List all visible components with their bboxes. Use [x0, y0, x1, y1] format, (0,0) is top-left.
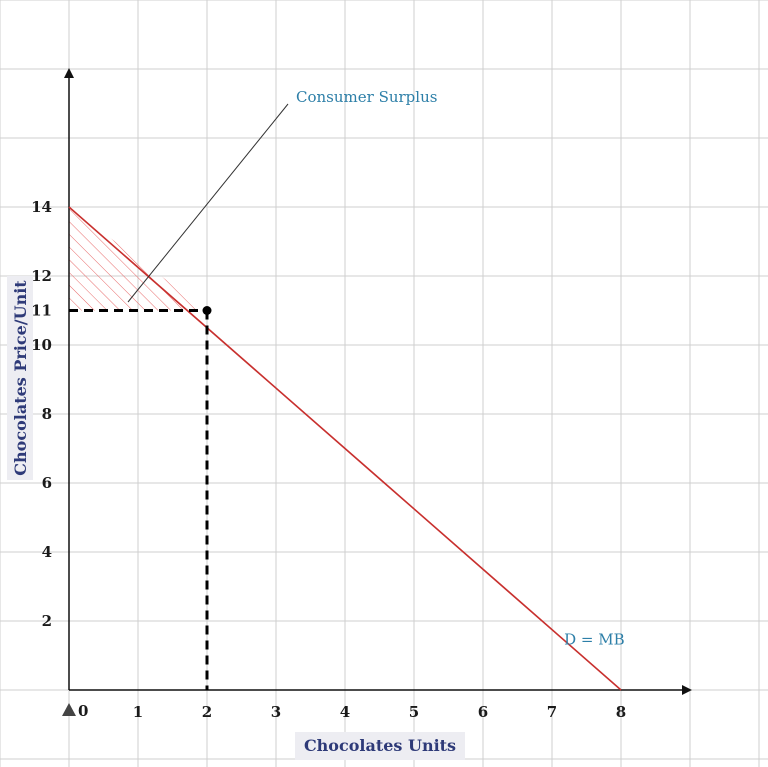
series-layer [68, 206, 622, 691]
x-tick-label: 7 [547, 703, 557, 721]
x-tick-label: 8 [616, 703, 626, 721]
y-tick-label: 8 [42, 405, 52, 423]
x-tick-label: 5 [409, 703, 419, 721]
x-axis-title-background [295, 732, 465, 760]
annotations: Consumer Surplus D = MB [127, 88, 625, 648]
x-tick-label: 6 [478, 703, 488, 721]
y-axis-title: Chocolates Price/Unit [11, 280, 30, 476]
x-tick-label: 0 [78, 702, 88, 720]
axes [62, 68, 692, 716]
x-tick-label: 2 [202, 703, 212, 721]
x-tick-label: 4 [340, 703, 350, 721]
x-tick-label: 1 [133, 703, 143, 721]
demand-curve [68, 206, 622, 691]
y-tick-label: 4 [42, 543, 52, 561]
y-axis-title-group: Chocolates Price/Unit [7, 276, 33, 480]
consumer-surplus-layer [69, 207, 207, 311]
consumer-surplus-label: Consumer Surplus [296, 88, 437, 106]
y-tick-label: 11 [31, 302, 52, 320]
y-tick-label: 10 [31, 336, 52, 354]
y-tick-label: 6 [42, 474, 52, 492]
consumer-surplus-area [69, 207, 207, 311]
y-tick-label: 14 [31, 198, 52, 216]
y-tick-label: 12 [31, 267, 52, 285]
consumer-surplus-leader-line [127, 103, 289, 303]
y-tick-label: 2 [42, 612, 52, 630]
demand-label: D = MB [564, 630, 625, 648]
x-axis-title: Chocolates Units [304, 736, 456, 755]
x-tick-label: 3 [271, 703, 281, 721]
equilibrium-point [202, 306, 212, 315]
y-axis-title-background [7, 276, 33, 480]
origin-marker-icon [62, 703, 76, 716]
